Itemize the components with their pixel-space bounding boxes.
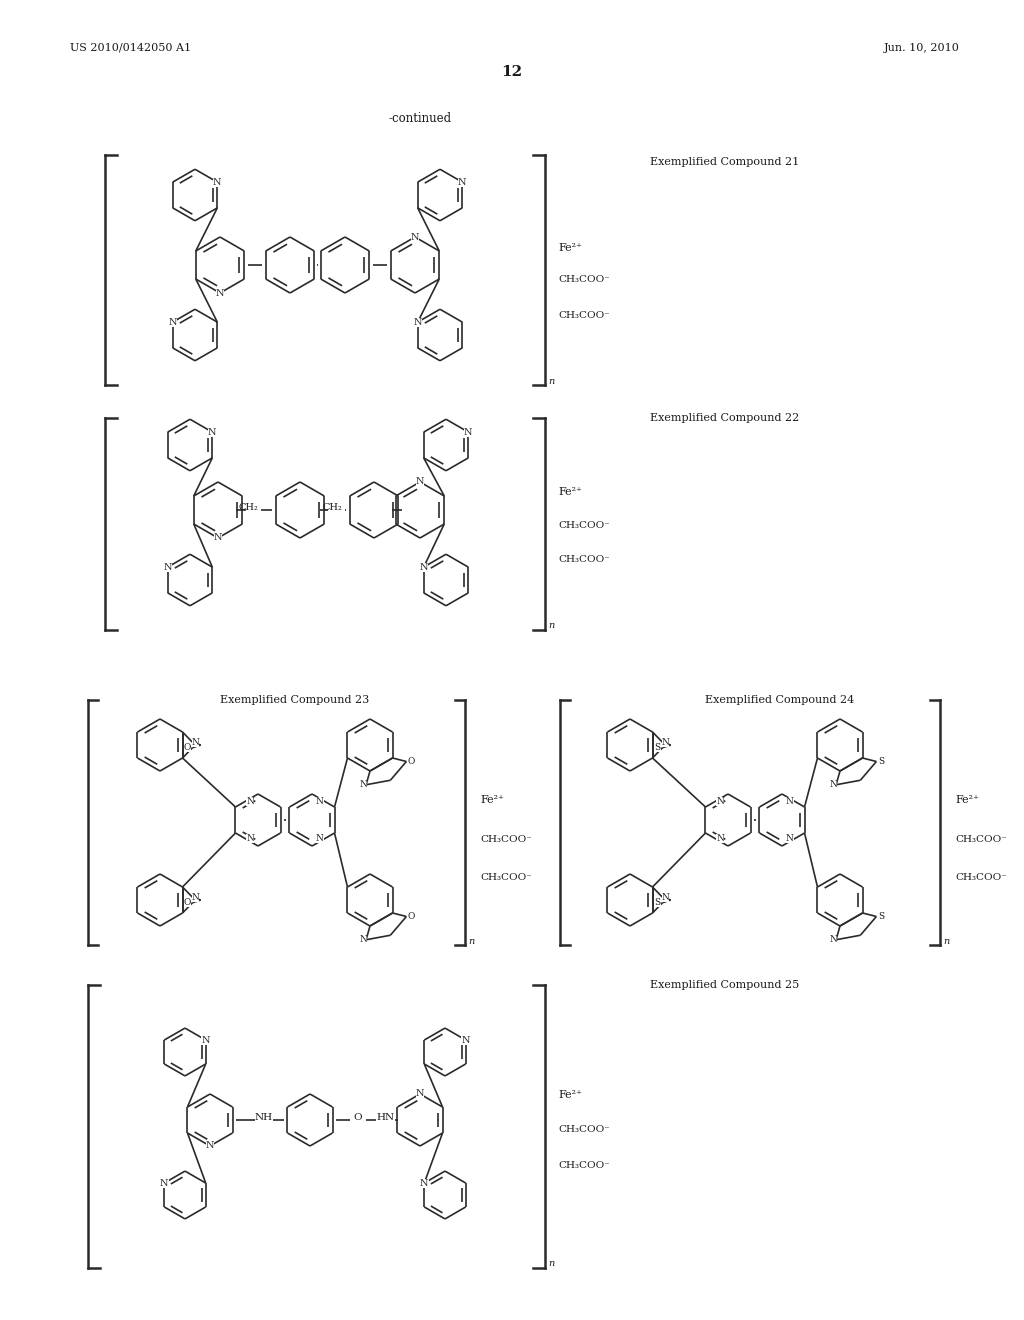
- Text: N: N: [420, 562, 428, 572]
- Text: N: N: [246, 797, 254, 807]
- Text: CH₃COO⁻: CH₃COO⁻: [480, 874, 531, 883]
- Text: n: n: [943, 936, 949, 945]
- Text: Fe²⁺: Fe²⁺: [558, 1090, 582, 1100]
- Text: N: N: [785, 797, 794, 807]
- Text: CH₃COO⁻: CH₃COO⁻: [558, 1160, 609, 1170]
- Text: US 2010/0142050 A1: US 2010/0142050 A1: [70, 44, 191, 53]
- Text: N: N: [213, 178, 221, 186]
- Text: Exemplified Compound 25: Exemplified Compound 25: [650, 979, 800, 990]
- Text: N: N: [662, 738, 670, 747]
- Text: N: N: [206, 1142, 214, 1151]
- Text: N: N: [168, 318, 177, 326]
- Text: CH₃COO⁻: CH₃COO⁻: [558, 556, 609, 565]
- Text: S: S: [879, 912, 885, 921]
- Text: N: N: [214, 533, 222, 543]
- Text: N: N: [202, 1035, 210, 1044]
- Text: CH₃COO⁻: CH₃COO⁻: [558, 276, 609, 285]
- Text: N: N: [785, 834, 794, 842]
- Text: N: N: [359, 936, 367, 944]
- Text: N: N: [662, 892, 670, 902]
- Text: -continued: -continued: [388, 111, 452, 124]
- Text: N: N: [315, 834, 324, 842]
- Text: N: N: [414, 318, 422, 326]
- Text: N: N: [464, 428, 472, 437]
- Text: n: n: [468, 936, 474, 945]
- Text: CH₃COO⁻: CH₃COO⁻: [558, 310, 609, 319]
- Text: n: n: [548, 376, 554, 385]
- Text: CH₃COO⁻: CH₃COO⁻: [955, 836, 1007, 845]
- Text: CH₃COO⁻: CH₃COO⁻: [558, 1126, 609, 1134]
- Text: Exemplified Compound 24: Exemplified Compound 24: [706, 696, 855, 705]
- Text: O: O: [408, 912, 415, 921]
- Text: N: N: [829, 780, 837, 789]
- Text: NH: NH: [255, 1113, 273, 1122]
- Text: Fe²⁺: Fe²⁺: [558, 243, 582, 253]
- Text: N: N: [191, 738, 200, 747]
- Text: n: n: [548, 622, 554, 631]
- Text: N: N: [359, 780, 367, 789]
- Text: CH₂: CH₂: [323, 503, 342, 511]
- Text: N: N: [164, 562, 172, 572]
- Text: N: N: [160, 1179, 169, 1188]
- Text: Exemplified Compound 22: Exemplified Compound 22: [650, 413, 800, 422]
- Text: HN: HN: [377, 1113, 395, 1122]
- Text: CH₃COO⁻: CH₃COO⁻: [955, 874, 1007, 883]
- Text: CH₃COO⁻: CH₃COO⁻: [480, 836, 531, 845]
- Text: CH₂: CH₂: [239, 503, 258, 511]
- Text: Fe²⁺: Fe²⁺: [480, 795, 504, 805]
- Text: Jun. 10, 2010: Jun. 10, 2010: [884, 44, 961, 53]
- Text: O: O: [408, 756, 415, 766]
- Text: N: N: [216, 289, 224, 297]
- Text: O: O: [353, 1113, 362, 1122]
- Text: S: S: [654, 743, 660, 752]
- Text: N: N: [246, 834, 254, 842]
- Text: N: N: [416, 1089, 424, 1098]
- Text: N: N: [420, 1179, 428, 1188]
- Text: N: N: [829, 936, 837, 944]
- Text: CH₃COO⁻: CH₃COO⁻: [558, 520, 609, 529]
- Text: Fe²⁺: Fe²⁺: [955, 795, 979, 805]
- Text: 12: 12: [502, 65, 522, 79]
- Text: S: S: [879, 756, 885, 766]
- Text: N: N: [458, 178, 467, 186]
- Text: N: N: [416, 478, 424, 487]
- Text: N: N: [191, 892, 200, 902]
- Text: N: N: [315, 797, 324, 807]
- Text: n: n: [548, 1259, 554, 1269]
- Text: Exemplified Compound 23: Exemplified Compound 23: [220, 696, 370, 705]
- Text: Fe²⁺: Fe²⁺: [558, 487, 582, 498]
- Text: N: N: [716, 797, 724, 807]
- Text: O: O: [183, 898, 191, 907]
- Text: O: O: [183, 743, 191, 752]
- Text: S: S: [654, 898, 660, 907]
- Text: N: N: [462, 1035, 470, 1044]
- Text: N: N: [411, 232, 419, 242]
- Text: N: N: [716, 834, 724, 842]
- Text: N: N: [208, 428, 216, 437]
- Text: Exemplified Compound 21: Exemplified Compound 21: [650, 157, 800, 168]
